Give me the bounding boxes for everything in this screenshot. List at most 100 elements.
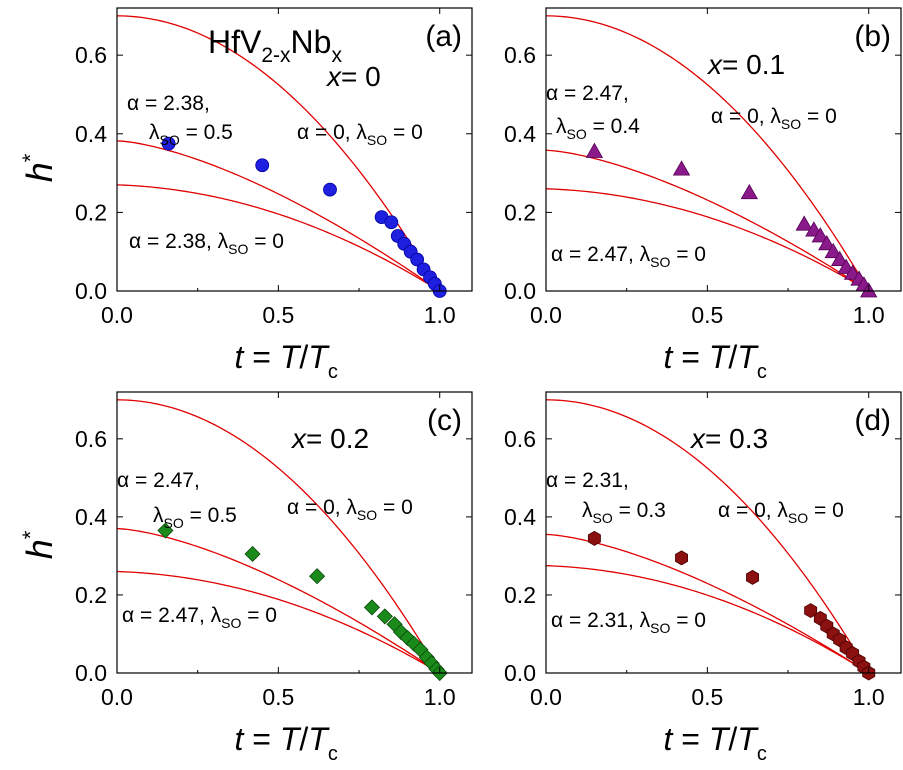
lambda-symbol: λ [153, 504, 164, 527]
data-point [818, 235, 836, 251]
y-axis-label: h* [18, 530, 60, 559]
annotation-alpha-bottom: α = 2.38, λSO = 0 [129, 230, 284, 257]
y-tick-label: 0.2 [504, 582, 536, 608]
lambda-value: = 0 [241, 604, 277, 627]
data-point [795, 215, 813, 231]
curve-fit-noso [116, 570, 441, 674]
y-tick-label: 0.6 [75, 42, 107, 68]
lambda-value: = 0.3 [613, 499, 666, 522]
data-point [587, 530, 601, 546]
y-tick-label: 0.0 [504, 278, 536, 304]
plot-frame [545, 7, 902, 292]
y-tick-label: 0.4 [504, 121, 536, 147]
lambda-value: = 0.4 [587, 115, 640, 138]
panel-label: (a) [425, 20, 462, 53]
x-tick-label: 1.0 [424, 684, 456, 710]
curve-alpha0 [545, 399, 870, 674]
annotation-alpha0: α = 0, λSO = 0 [718, 499, 844, 526]
x-value-label: x= 0.1 [706, 49, 785, 80]
xlabel-T: T [709, 339, 731, 375]
xlabel-eq: = [243, 339, 279, 375]
y-tick-label: 0.2 [75, 199, 107, 225]
x-tick-label: 0.5 [691, 684, 723, 710]
lambda-symbol: λ [640, 243, 651, 266]
curve-fit-so [545, 149, 870, 292]
ylabel-star: * [18, 530, 43, 539]
curve-fit-noso [545, 188, 870, 292]
lambda-symbol: λ [346, 496, 357, 519]
annotation-alpha-top: α = 2.47, [546, 82, 629, 105]
lambda-value: = 0.5 [180, 121, 233, 144]
data-point [363, 599, 381, 616]
y-tick-label: 0.4 [504, 504, 536, 530]
lambda-sub: SO [650, 620, 670, 636]
data-point [309, 568, 326, 585]
lambda-symbol: λ [211, 604, 222, 627]
curve-fit-so [116, 527, 441, 674]
data-point [161, 136, 176, 151]
lambda-sub: SO [228, 241, 248, 257]
lambda-sub: SO [593, 510, 613, 526]
xlabel-slash: / [728, 339, 737, 375]
xlabel-sub: c [757, 743, 767, 765]
x-tick-label: 0.5 [262, 684, 294, 710]
xlabel-t: t [664, 721, 674, 757]
lambda-sub: SO [567, 126, 587, 142]
curve-fit-so [545, 533, 870, 674]
xlabel-eq: = [672, 339, 708, 375]
xlabel-slash: / [728, 721, 737, 757]
data-point [672, 160, 691, 176]
xlabel-sub: c [757, 361, 767, 383]
panel-b: 0.0 0.5 1.00.00.20.40.6(b)x= 0.1α = 2.47,λ… [504, 7, 902, 383]
data-point [675, 550, 689, 566]
x-axis-label: t = T/Tc [664, 339, 767, 383]
xlabel-T2: T [737, 721, 759, 757]
annotation-alpha-top: α = 2.31, [546, 469, 629, 492]
annotation-lambda-top: λSO = 0.3 [582, 499, 666, 526]
x-value-label: x= 0 [325, 61, 381, 92]
xlabel-T: T [709, 721, 731, 757]
lambda-sub: SO [164, 515, 184, 531]
compound-sub2: x [331, 44, 342, 67]
annotation-lambda-top: λSO = 0.4 [556, 115, 640, 142]
data-point [804, 603, 818, 619]
y-tick-label: 0.0 [75, 278, 107, 304]
ylabel-h: h [19, 539, 60, 559]
data-point [746, 569, 760, 585]
alpha-bot-text: α = 2.31, [551, 609, 640, 632]
annotation-alpha0: α = 0, λSO = 0 [287, 496, 413, 523]
lambda-value: = 0 [377, 496, 413, 519]
x-symbol: x [325, 61, 342, 92]
lambda-value: = 0 [670, 243, 706, 266]
annotation-alpha-top: α = 2.47, [117, 469, 200, 492]
lambda-value: = 0 [670, 609, 706, 632]
data-point [157, 522, 174, 539]
xlabel-T2: T [737, 339, 759, 375]
y-tick-label: 0.4 [75, 121, 107, 147]
lambda-sub: SO [367, 132, 387, 148]
xlabel-slash: / [299, 721, 308, 757]
data-point [830, 250, 849, 266]
y-tick-label: 0.6 [504, 426, 536, 452]
compound-base: HfV [208, 24, 262, 60]
x-axis-label: t = T/Tc [235, 721, 338, 765]
lambda-value: = 0 [387, 121, 423, 144]
x-tick-label: 0.0 [101, 302, 133, 328]
x-tick-label: 0.0 [101, 684, 133, 710]
x-value-label: x= 0.3 [689, 423, 768, 454]
y-tick-label: 0.4 [75, 504, 107, 530]
annotation-alpha-top: α = 2.38, [127, 92, 210, 115]
ylabel-h: h [19, 162, 60, 182]
alpha-bot-text: α = 2.38, [129, 230, 218, 253]
alpha-bot-text: α = 2.47, [551, 243, 640, 266]
x-symbol: x [290, 423, 307, 454]
x-value-label: x= 0.2 [290, 423, 369, 454]
panel-c: 0.0 0.5 1.00.00.20.40.6(c)x= 0.2α = 2.47,λ… [75, 391, 473, 765]
alpha0-text: α = 0, [297, 121, 356, 144]
compound-sub1: 2-x [261, 44, 291, 67]
lambda-sub: SO [160, 132, 180, 148]
lambda-symbol: λ [556, 115, 567, 138]
curve-alpha0 [116, 399, 441, 674]
xlabel-eq: = [243, 721, 279, 757]
data-point [384, 215, 399, 230]
